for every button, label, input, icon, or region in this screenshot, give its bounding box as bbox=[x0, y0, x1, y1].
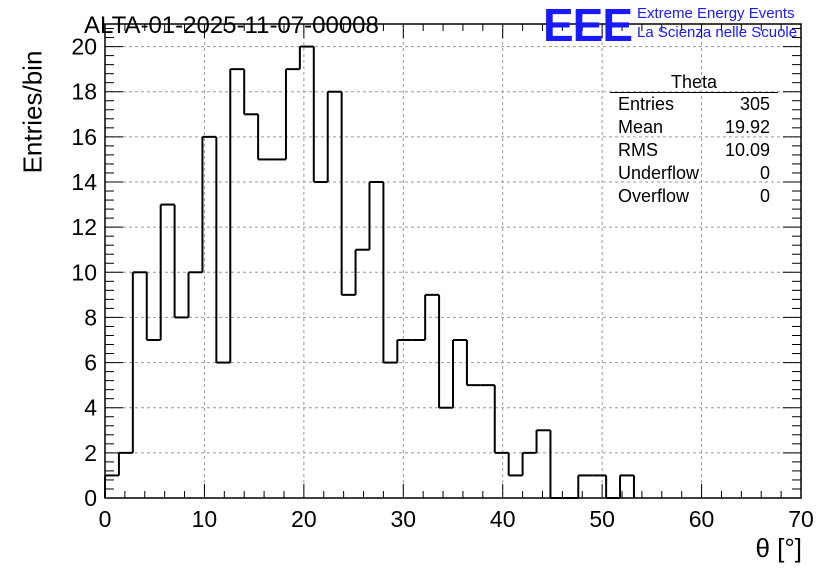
stats-row-underflow: Underflow 0 bbox=[610, 162, 778, 185]
y-tick-label: 12 bbox=[71, 214, 97, 240]
x-tick-label: 70 bbox=[788, 506, 814, 532]
y-tick-label: 10 bbox=[71, 259, 97, 285]
stats-label: Underflow bbox=[618, 163, 700, 183]
x-tick-labels: 0 10 20 30 40 50 60 70 bbox=[99, 506, 814, 532]
stats-value: 0 bbox=[759, 186, 770, 206]
y-tick-label: 4 bbox=[84, 395, 97, 421]
axes bbox=[104, 23, 802, 499]
y-tick-label: 0 bbox=[84, 485, 97, 511]
x-tick-label: 40 bbox=[490, 506, 516, 532]
y-tick-labels: 0 2 4 6 8 10 12 14 16 18 20 bbox=[71, 34, 97, 511]
y-tick-label: 14 bbox=[71, 169, 97, 195]
y-tick-label: 2 bbox=[84, 440, 97, 466]
y-tick-label: 20 bbox=[71, 34, 97, 60]
x-tick-label: 50 bbox=[589, 506, 615, 532]
stats-box: Theta Entries 305 Mean 19.92 RMS 10.09 Unde… bbox=[610, 72, 778, 208]
stats-row-entries: Entries 305 bbox=[610, 93, 778, 116]
y-tick-label: 16 bbox=[71, 124, 97, 150]
y-tick-label: 8 bbox=[84, 304, 97, 330]
histogram-series bbox=[104, 45, 635, 499]
stats-value: 19.92 bbox=[724, 117, 770, 137]
x-tick-label: 30 bbox=[390, 506, 416, 532]
x-tick-label: 10 bbox=[192, 506, 218, 532]
stats-row-overflow: Overflow 0 bbox=[610, 185, 778, 208]
stats-value: 10.09 bbox=[724, 140, 770, 160]
x-tick-label: 20 bbox=[291, 506, 317, 532]
plot-frame bbox=[104, 23, 802, 499]
stats-row-rms: RMS 10.09 bbox=[610, 139, 778, 162]
stats-label: RMS bbox=[618, 140, 658, 160]
x-axis-label: θ [°] bbox=[755, 533, 802, 563]
y-axis-label: Entries/bin bbox=[17, 50, 48, 174]
stats-value: 305 bbox=[739, 94, 770, 114]
stats-title: Theta bbox=[610, 72, 778, 93]
logo-caption: Extreme Energy Events La Scienza nelle S… bbox=[637, 4, 797, 42]
stats-row-mean: Mean 19.92 bbox=[610, 116, 778, 139]
stats-value: 0 bbox=[759, 163, 770, 183]
stats-label: Mean bbox=[618, 117, 664, 137]
eee-logo: EEE bbox=[543, 0, 633, 51]
x-tick-label: 60 bbox=[689, 506, 715, 532]
y-tick-label: 6 bbox=[84, 350, 97, 376]
y-tick-label: 18 bbox=[71, 79, 97, 105]
chart-title: ALTA-01-2025-11-07-00008 bbox=[84, 12, 379, 39]
x-tick-label: 0 bbox=[99, 506, 112, 532]
logo-line-2: La Scienza nelle Scuole bbox=[637, 24, 798, 41]
logo-line-1: Extreme Energy Events bbox=[637, 5, 795, 22]
stats-label: Entries bbox=[618, 94, 675, 114]
stats-label: Overflow bbox=[618, 186, 690, 206]
